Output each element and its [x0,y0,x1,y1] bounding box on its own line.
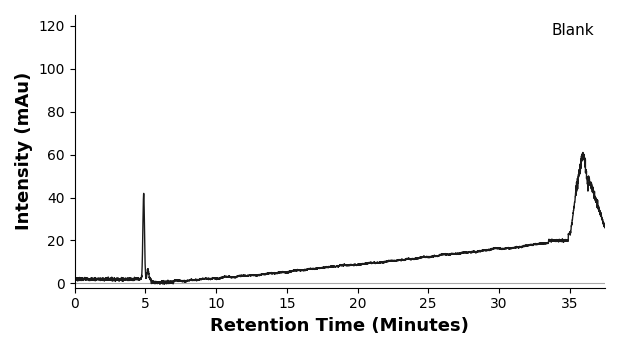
Y-axis label: Intensity (mAu): Intensity (mAu) [15,72,33,231]
X-axis label: Retention Time (Minutes): Retention Time (Minutes) [210,317,469,335]
Text: Blank: Blank [552,23,595,38]
